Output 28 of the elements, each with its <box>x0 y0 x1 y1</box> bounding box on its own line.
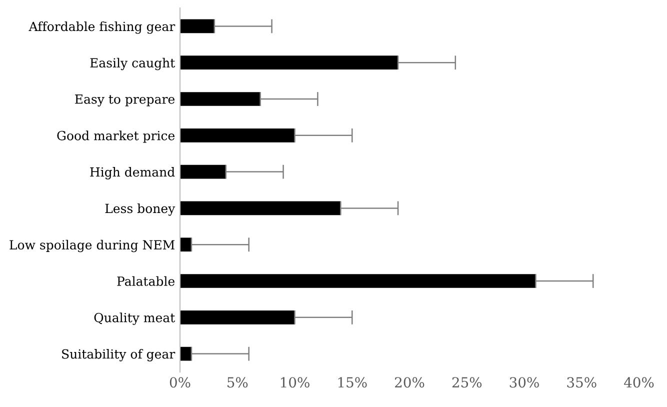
y-tick-label: Affordable fishing gear <box>28 21 176 34</box>
y-tick-label: Suitability of gear <box>62 349 176 362</box>
x-tick-label: 20% <box>395 377 424 388</box>
bar <box>180 128 295 142</box>
bar <box>180 92 260 106</box>
x-tick-label: 25% <box>452 377 482 388</box>
x-tick-label: 35% <box>567 377 596 388</box>
x-tick-label: 10% <box>281 377 310 388</box>
x-tick-label: 40% <box>624 377 654 388</box>
x-tick-label: 0% <box>170 377 190 388</box>
y-tick-label: Palatable <box>117 276 175 286</box>
bar <box>180 201 341 216</box>
y-tick-label: Less boney <box>105 203 176 216</box>
bar <box>180 238 192 252</box>
y-tick-label: Good market price <box>57 130 175 143</box>
x-tick-label: 15% <box>338 377 367 388</box>
bar <box>180 19 214 34</box>
x-tick-label: 5% <box>228 377 248 388</box>
y-tick-label: Low spoilage during NEM <box>10 240 175 252</box>
bar <box>180 310 295 324</box>
y-tick-label: Easily caught <box>90 58 176 70</box>
bar <box>180 164 226 179</box>
y-tick-label: High demand <box>90 167 175 180</box>
bar <box>180 274 536 288</box>
bar <box>180 56 398 70</box>
y-tick-label: Easy to prepare <box>75 94 175 106</box>
x-tick-label: 30% <box>510 377 539 388</box>
y-tick-label: Quality meat <box>94 312 176 325</box>
